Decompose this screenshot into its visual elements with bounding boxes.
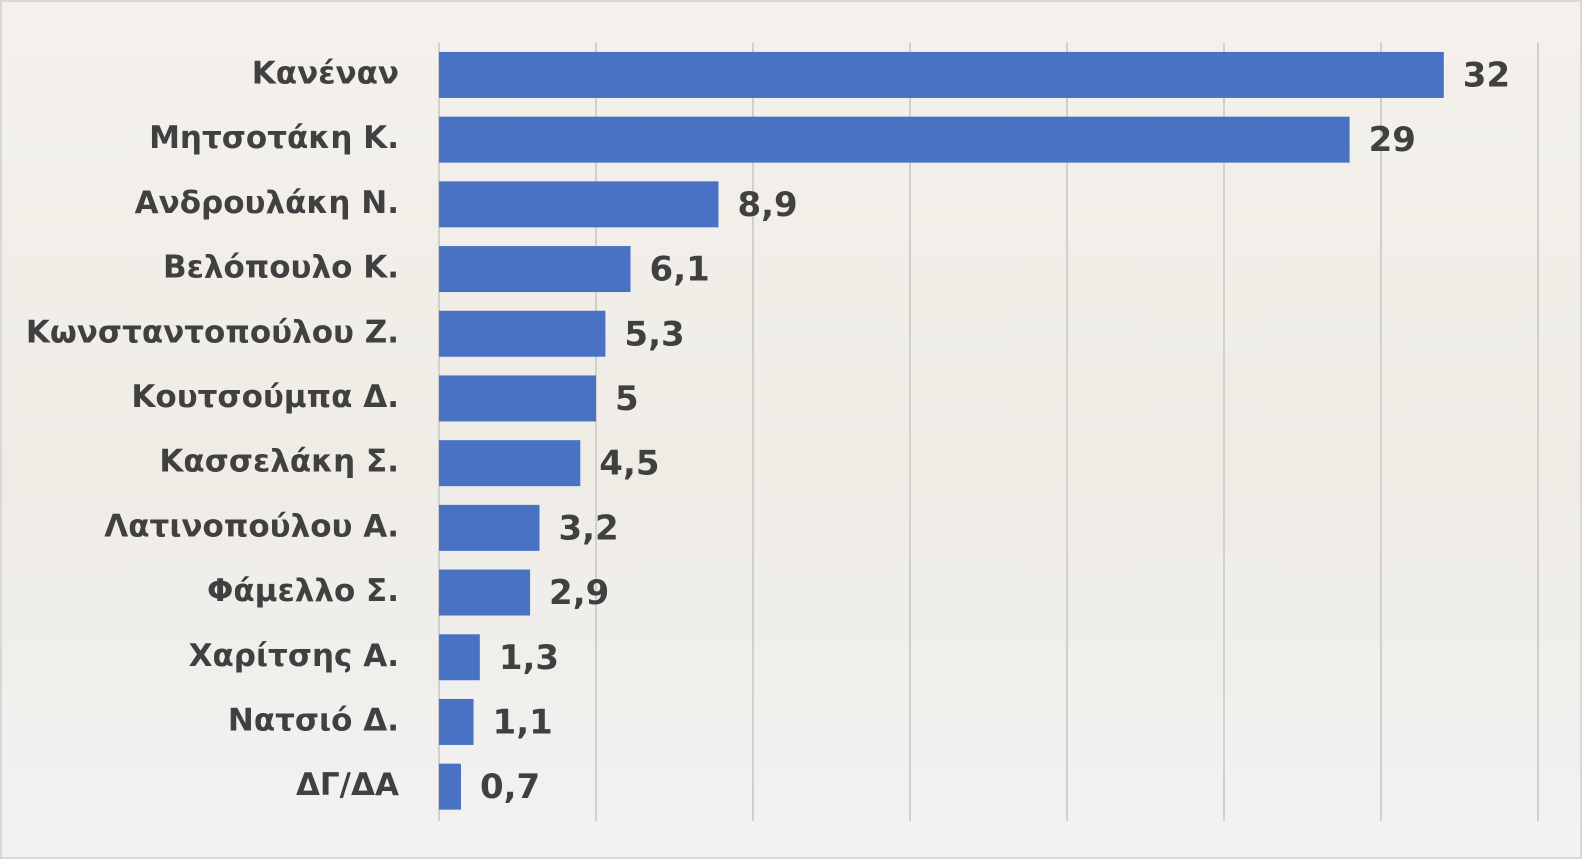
bar [439,440,581,487]
value-label: 6,1 [650,250,710,290]
y-tick-label: Κανέναν [252,55,399,91]
value-label: 32 [1463,55,1510,95]
bar [439,116,1350,163]
value-label: 5,3 [624,314,684,354]
bar [439,763,461,810]
y-tick-label: Χαρίτσης Α. [189,638,399,674]
value-label: 2,9 [549,573,609,613]
bar [439,375,596,422]
y-tick-label: Φάμελλο Σ. [207,573,399,609]
value-label: 1,3 [499,638,559,678]
value-label: 5 [615,379,639,419]
y-tick-label: Ανδρουλάκη Ν. [135,185,399,221]
value-label: 4,5 [599,444,659,484]
y-tick-label: Κωνσταντοπούλου Ζ. [26,314,399,350]
bar [439,504,540,551]
bar [439,698,474,745]
bar [439,51,1444,98]
y-tick-label: Κασσελάκη Σ. [159,444,399,480]
y-tick-label: Βελόπουλο Κ. [163,250,399,286]
bar [439,569,531,616]
value-label: 8,9 [737,185,797,225]
y-tick-label: Λατινοπούλου Α. [104,508,399,544]
y-tick-label: ΔΓ/ΔΑ [296,767,399,803]
y-tick-label: Νατσιό Δ. [228,702,399,738]
bar [439,181,719,228]
value-label: 0,7 [480,767,540,807]
bar [439,246,631,293]
y-tick-label: Κουτσούμπα Δ. [131,379,399,415]
y-tick-label: Μητσοτάκη Κ. [149,120,399,156]
value-label: 3,2 [558,508,618,548]
value-label: 29 [1369,120,1416,160]
bar [439,634,480,681]
bar [439,310,606,357]
value-label: 1,1 [493,702,553,742]
